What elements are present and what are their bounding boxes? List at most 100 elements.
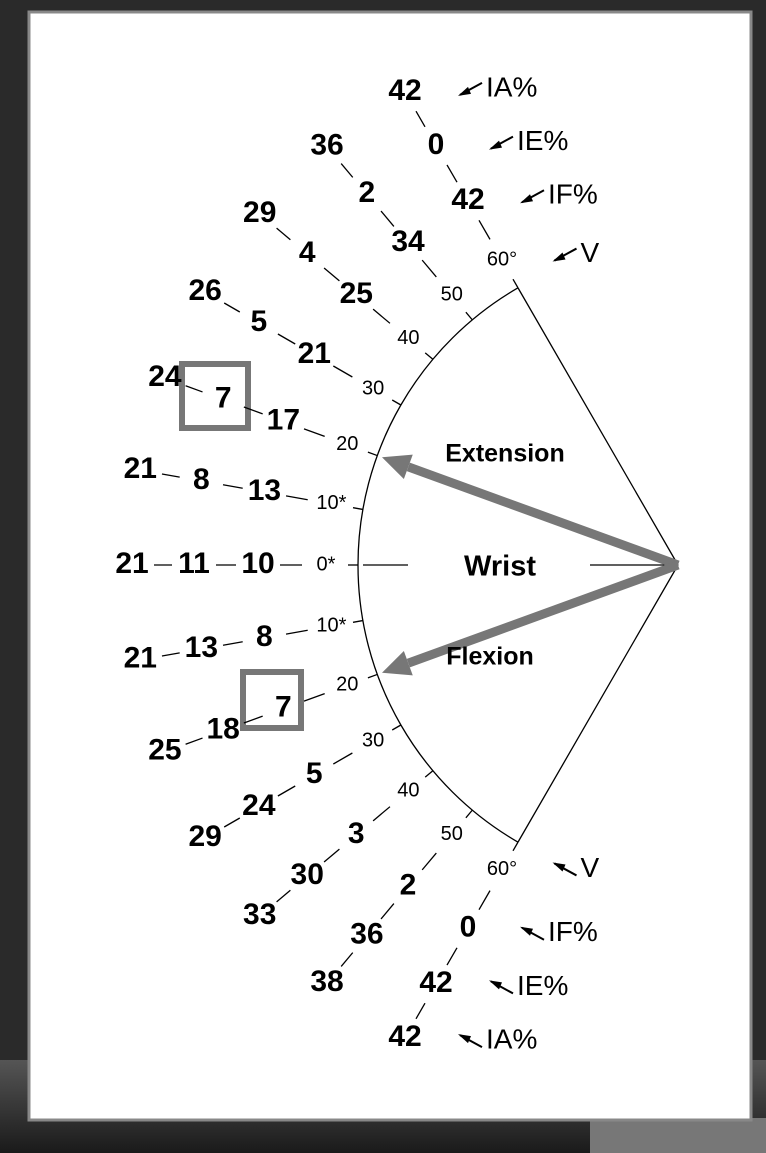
arc-tick xyxy=(465,311,473,321)
value-ia: 21 xyxy=(124,642,157,675)
connector xyxy=(285,629,308,635)
connector xyxy=(161,652,180,657)
connector xyxy=(478,890,491,911)
connector xyxy=(243,715,263,724)
connector xyxy=(421,259,437,278)
legend-v: V xyxy=(581,237,600,268)
legend-ie: IE% xyxy=(517,125,568,156)
highlight-arrowhead xyxy=(381,650,413,676)
connector xyxy=(332,752,353,765)
flexion-label: Flexion xyxy=(446,643,534,671)
legend-arrowhead xyxy=(489,980,502,990)
arc-tick xyxy=(424,770,434,778)
degree-label: 30 xyxy=(362,729,384,751)
connector xyxy=(303,692,325,702)
arc-tick xyxy=(391,724,402,731)
legend-arrowhead xyxy=(520,194,533,204)
value-ia: 26 xyxy=(188,274,221,307)
value-ia: 29 xyxy=(243,196,276,229)
legend-arrowhead xyxy=(489,140,502,150)
value-ie: 24 xyxy=(242,789,276,822)
arc-tick xyxy=(465,809,473,819)
legend-if: IF% xyxy=(548,916,598,947)
legend-arrowhead xyxy=(520,926,533,936)
highlight-box xyxy=(240,669,304,731)
value-ie: 8 xyxy=(193,463,210,496)
legend-v: V xyxy=(581,852,600,883)
connector xyxy=(285,495,308,501)
value-ia: 33 xyxy=(243,898,276,931)
panel xyxy=(27,10,753,1122)
value-ia: 21 xyxy=(115,547,148,580)
extension-label: Extension xyxy=(445,440,564,468)
connector xyxy=(303,428,325,438)
highlight-box xyxy=(179,361,251,431)
sector-edge xyxy=(517,564,679,843)
connector xyxy=(161,473,180,478)
value-if: 21 xyxy=(298,337,331,370)
value-if: 7 xyxy=(275,691,292,724)
connector xyxy=(332,365,353,378)
value-ia: 25 xyxy=(148,734,181,767)
connector xyxy=(277,785,296,797)
fan xyxy=(357,287,679,843)
connector xyxy=(185,737,203,745)
connector xyxy=(340,163,354,178)
value-if: 42 xyxy=(451,183,484,216)
connector xyxy=(277,333,296,345)
value-if: 25 xyxy=(340,277,373,310)
value-ie: 30 xyxy=(291,858,324,891)
value-if: 10 xyxy=(241,547,274,580)
connector xyxy=(223,817,241,828)
highlight-arrow xyxy=(406,560,680,668)
connector xyxy=(415,1002,426,1020)
degree-label: 20 xyxy=(336,433,358,455)
arc-tick xyxy=(512,841,519,852)
sector-arc xyxy=(357,287,519,843)
degree-label: 50 xyxy=(441,823,463,845)
legend-ie: IE% xyxy=(517,970,568,1001)
connector xyxy=(372,308,391,324)
value-ia: 42 xyxy=(388,74,421,107)
connector xyxy=(222,484,243,489)
connector xyxy=(380,903,395,920)
arc-tick xyxy=(352,619,363,623)
wrist-label: Wrist xyxy=(464,551,536,583)
degree-label: 0* xyxy=(317,553,336,575)
legend-arrowhead xyxy=(552,862,566,872)
arc-tick xyxy=(424,352,434,360)
degree-label: 20 xyxy=(336,674,358,696)
value-ia: 38 xyxy=(310,965,343,998)
value-if: 2 xyxy=(400,869,417,902)
value-ie: 42 xyxy=(419,966,452,999)
value-ia: 29 xyxy=(188,820,221,853)
value-if: 8 xyxy=(256,620,273,653)
connector xyxy=(185,385,203,393)
value-if: 34 xyxy=(391,225,425,258)
connector xyxy=(323,267,340,282)
degree-label: 10* xyxy=(316,614,346,636)
degree-label: 10* xyxy=(316,492,346,514)
degree-label: 60° xyxy=(487,858,517,880)
value-ie: 4 xyxy=(299,236,316,269)
legend-arrowhead xyxy=(458,1034,471,1044)
legend-arrowhead xyxy=(458,86,471,96)
connector xyxy=(415,110,426,128)
value-ie: 13 xyxy=(185,631,218,664)
logo xyxy=(590,1118,766,1153)
connector xyxy=(446,947,458,966)
arc-tick xyxy=(512,278,519,289)
degree-label: 60° xyxy=(487,248,517,270)
value-ie: 7 xyxy=(215,381,232,414)
connector xyxy=(323,848,340,863)
connector xyxy=(223,302,241,313)
connector xyxy=(380,210,395,227)
value-ia: 36 xyxy=(310,129,343,162)
connector xyxy=(340,952,354,967)
arc-tick xyxy=(367,451,378,457)
legend-ia: IA% xyxy=(486,1024,537,1055)
connector xyxy=(276,227,291,241)
sector-edge xyxy=(517,287,679,566)
legend-ia: IA% xyxy=(486,71,537,102)
